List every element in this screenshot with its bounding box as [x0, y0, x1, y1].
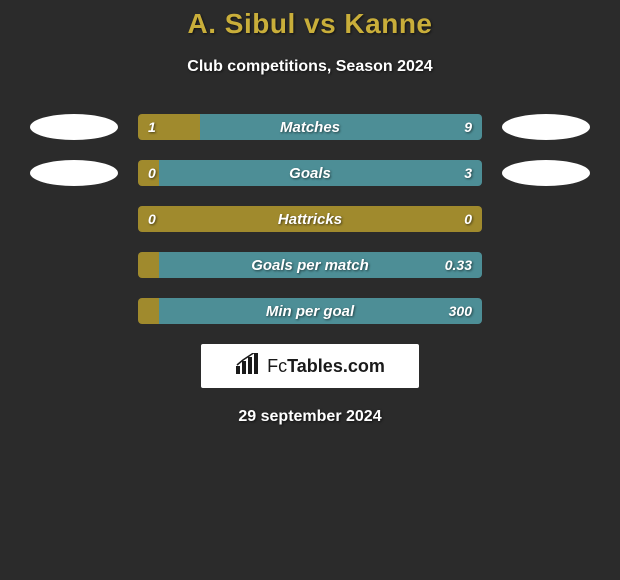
page-title: A. Sibul vs Kanne [0, 8, 620, 40]
subtitle: Club competitions, Season 2024 [0, 58, 620, 76]
bar-right-fill [159, 160, 482, 186]
bar-left-fill [138, 160, 159, 186]
team-left-avatar [30, 160, 118, 186]
player-right-avatar [502, 114, 590, 140]
comparison-infographic: A. Sibul vs Kanne Club competitions, Sea… [0, 0, 620, 426]
bar-right-fill [159, 252, 482, 278]
logo-box: FcTables.com [201, 344, 419, 388]
bar-chart-icon [235, 353, 261, 380]
bar-right-fill [200, 114, 482, 140]
stat-bar: 03Goals [138, 160, 482, 186]
stat-row: 00Hattricks [0, 206, 620, 232]
stat-row: 03Goals [0, 160, 620, 186]
stat-row: 19Matches [0, 114, 620, 140]
stat-bar: 300Min per goal [138, 298, 482, 324]
logo-text: FcTables.com [267, 356, 385, 377]
date: 29 september 2024 [0, 408, 620, 426]
bar-left-fill [138, 206, 482, 232]
stat-bar: 00Hattricks [138, 206, 482, 232]
team-right-avatar [502, 160, 590, 186]
stat-bar: 19Matches [138, 114, 482, 140]
stat-bar: 0.33Goals per match [138, 252, 482, 278]
player-left-avatar [30, 114, 118, 140]
bar-right-fill [159, 298, 482, 324]
bar-left-fill [138, 298, 159, 324]
stat-row: 0.33Goals per match [0, 252, 620, 278]
stat-rows: 19Matches 03Goals 00Hattricks 0.33Goals per… [0, 114, 620, 324]
bar-left-fill [138, 114, 200, 140]
stat-row: 300Min per goal [0, 298, 620, 324]
bar-left-fill [138, 252, 159, 278]
